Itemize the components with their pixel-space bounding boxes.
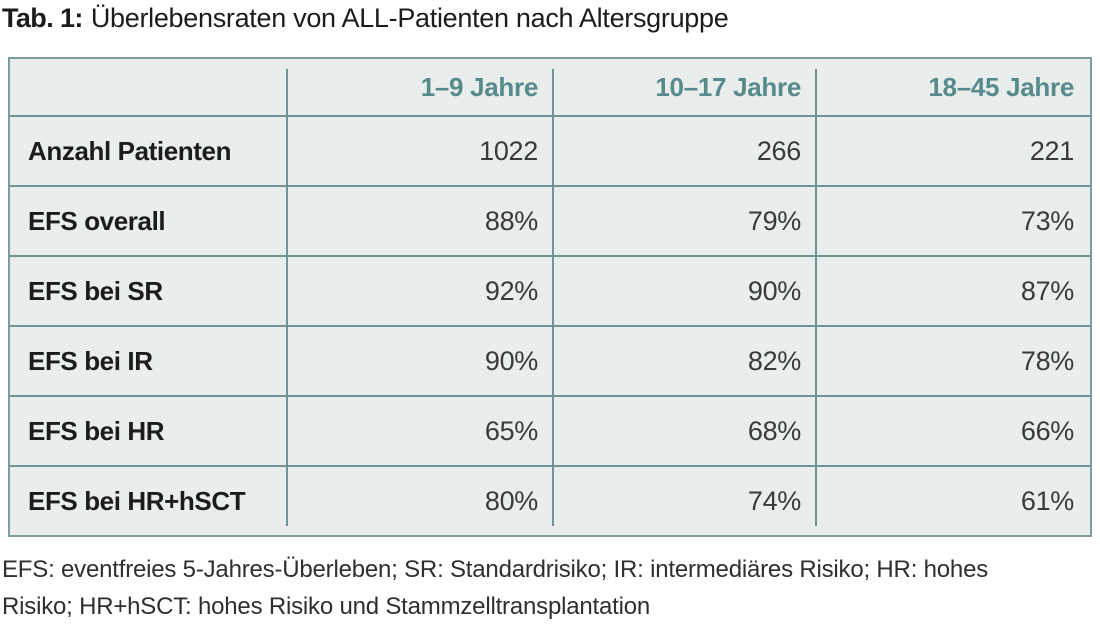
table-grid: 1–9 Jahre 10–17 Jahre 18–45 Jahre Anzahl… bbox=[10, 59, 1090, 535]
cell-value: 68% bbox=[747, 415, 801, 446]
table-row: EFS bei IR 90% 82% 78% bbox=[10, 325, 1090, 395]
survival-rates-table: 1–9 Jahre 10–17 Jahre 18–45 Jahre Anzahl… bbox=[8, 57, 1092, 537]
cell-value: 80% bbox=[484, 485, 538, 516]
table-row: EFS overall 88% 79% 73% bbox=[10, 185, 1090, 255]
cell-value: 1022 bbox=[479, 135, 538, 166]
column-divider bbox=[286, 69, 288, 526]
cell-value: 65% bbox=[484, 415, 538, 446]
row-label: EFS bei SR bbox=[28, 275, 163, 306]
cell-value: 74% bbox=[747, 485, 801, 516]
column-divider bbox=[815, 69, 817, 526]
table-title: Tab. 1: Überlebensraten von ALL-Patienten… bbox=[2, 3, 729, 34]
cell-value: 266 bbox=[756, 135, 801, 166]
table-row: EFS bei HR 65% 68% 66% bbox=[10, 395, 1090, 465]
column-divider bbox=[552, 69, 554, 526]
cell-value: 221 bbox=[1029, 135, 1074, 166]
table-row: EFS bei HR+hSCT 80% 74% 61% bbox=[10, 465, 1090, 535]
cell-value: 66% bbox=[1020, 415, 1074, 446]
row-label: EFS overall bbox=[28, 205, 166, 236]
row-label: EFS bei HR bbox=[28, 415, 165, 446]
header-cell-age-10-17: 10–17 Jahre bbox=[655, 71, 801, 102]
header-cell-age-18-45: 18–45 Jahre bbox=[928, 71, 1074, 102]
cell-value: 90% bbox=[484, 345, 538, 376]
cell-value: 88% bbox=[484, 205, 538, 236]
footnote-line: EFS: eventfreies 5-Jahres-Überleben; SR:… bbox=[2, 556, 989, 583]
row-label: Anzahl Patienten bbox=[28, 135, 232, 166]
header-cell-age-1-9: 1–9 Jahre bbox=[420, 71, 539, 102]
table-row: EFS bei SR 92% 90% 87% bbox=[10, 255, 1090, 325]
row-label: EFS bei IR bbox=[28, 345, 153, 376]
cell-value: 90% bbox=[747, 275, 801, 306]
table-header-row: 1–9 Jahre 10–17 Jahre 18–45 Jahre bbox=[10, 59, 1090, 115]
table-footnote: EFS: eventfreies 5-Jahres-Überleben; SR:… bbox=[2, 551, 1098, 625]
cell-value: 73% bbox=[1020, 205, 1074, 236]
cell-value: 82% bbox=[747, 345, 801, 376]
cell-value: 92% bbox=[484, 275, 538, 306]
cell-value: 79% bbox=[747, 205, 801, 236]
footnote-line: Risiko; HR+hSCT: hohes Risiko und Stammz… bbox=[2, 593, 651, 620]
table-title-text: Überlebensraten von ALL-Patienten nach A… bbox=[90, 3, 729, 33]
cell-value: 61% bbox=[1020, 485, 1074, 516]
table-number-label: Tab. 1: bbox=[2, 3, 83, 33]
table-row: Anzahl Patienten 1022 266 221 bbox=[10, 115, 1090, 185]
row-label: EFS bei HR+hSCT bbox=[28, 485, 246, 516]
cell-value: 87% bbox=[1020, 275, 1074, 306]
cell-value: 78% bbox=[1020, 345, 1074, 376]
